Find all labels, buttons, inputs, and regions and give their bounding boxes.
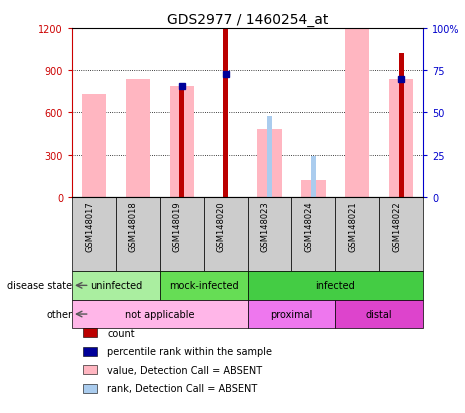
Text: GSM148017: GSM148017 (85, 201, 94, 252)
Bar (126, 79, 150, 197)
Bar (72, 197, 116, 271)
Bar (247, 197, 292, 271)
Bar (292, 197, 335, 271)
Bar (335, 197, 379, 271)
Title: GDS2977 / 1460254_at: GDS2977 / 1460254_at (167, 12, 328, 26)
Text: percentile rank within the sample: percentile rank within the sample (107, 347, 272, 356)
Text: GSM148018: GSM148018 (129, 201, 138, 252)
Text: count: count (107, 328, 135, 338)
Bar (345, 30, 369, 197)
Bar (72, 271, 160, 300)
Bar (335, 300, 423, 329)
Bar (301, 180, 325, 197)
Text: value, Detection Call = ABSENT: value, Detection Call = ABSENT (107, 365, 262, 375)
Bar (267, 116, 272, 197)
Bar (258, 130, 282, 197)
Bar (83, 347, 97, 356)
Bar (83, 365, 97, 375)
Text: GSM148022: GSM148022 (392, 201, 401, 252)
Text: GSM148020: GSM148020 (217, 201, 226, 252)
Text: other: other (46, 309, 72, 319)
Text: rank, Detection Call = ABSENT: rank, Detection Call = ABSENT (107, 383, 258, 393)
Bar (83, 328, 97, 337)
Bar (72, 300, 248, 329)
Bar (399, 54, 404, 197)
Bar (160, 197, 204, 271)
Bar (311, 157, 316, 197)
Text: proximal: proximal (270, 309, 312, 319)
Text: GSM148019: GSM148019 (173, 201, 182, 252)
Text: GSM148021: GSM148021 (348, 201, 357, 252)
Bar (204, 197, 247, 271)
Text: uninfected: uninfected (90, 281, 142, 291)
Text: mock-infected: mock-infected (169, 281, 239, 291)
Text: not applicable: not applicable (125, 309, 194, 319)
Bar (160, 271, 248, 300)
Text: GSM148024: GSM148024 (305, 201, 313, 252)
Bar (389, 79, 413, 197)
Bar (83, 384, 97, 393)
Text: GSM148023: GSM148023 (260, 201, 270, 252)
Bar (223, 30, 228, 197)
Bar (116, 197, 160, 271)
Bar (170, 86, 194, 197)
Bar (247, 300, 335, 329)
Text: disease state: disease state (7, 281, 72, 291)
Text: distal: distal (366, 309, 392, 319)
Text: infected: infected (316, 281, 355, 291)
Bar (379, 197, 423, 271)
Bar (179, 86, 185, 197)
Bar (82, 95, 106, 197)
Bar (247, 271, 423, 300)
